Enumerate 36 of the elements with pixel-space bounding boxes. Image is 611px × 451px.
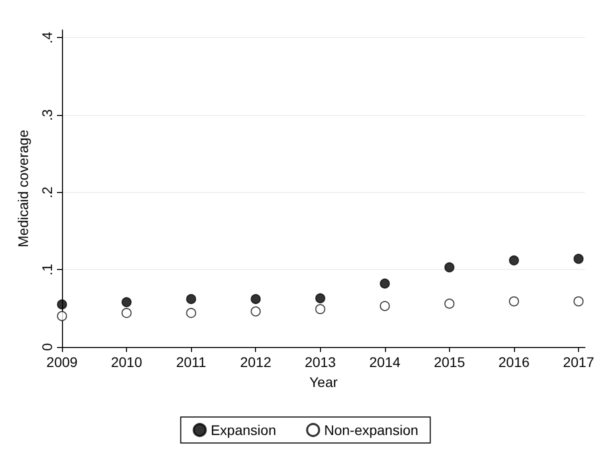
point	[574, 296, 584, 306]
point	[186, 308, 196, 318]
point	[122, 297, 132, 308]
y-tick-label: .4	[39, 32, 55, 44]
point	[380, 301, 390, 312]
point	[250, 294, 261, 304]
point	[508, 255, 519, 266]
x-tick-label: 2010	[110, 354, 142, 370]
point	[444, 262, 454, 272]
point	[508, 296, 519, 306]
legend-label: Expansion	[210, 422, 276, 438]
x-tick-label: 2013	[304, 354, 336, 370]
y-tick-label: .3	[39, 109, 55, 121]
y-tick-label: .2	[39, 186, 55, 198]
point	[57, 299, 67, 310]
point	[315, 304, 326, 314]
y-axis-title: Medicaid coverage	[15, 130, 31, 248]
point	[186, 294, 196, 304]
y-tick-label: 0	[39, 342, 55, 351]
x-tick-label: 2017	[562, 354, 594, 370]
x-tick-label: 2011	[176, 354, 206, 370]
point	[250, 306, 261, 316]
point	[122, 308, 132, 318]
y-tick-label: .1	[39, 264, 55, 276]
point	[57, 311, 67, 322]
point	[574, 254, 584, 264]
legend-label: Non-expansion	[324, 422, 418, 438]
x-tick-label: 2015	[434, 354, 466, 370]
point	[315, 293, 326, 304]
x-tick-label: 2016	[498, 354, 530, 370]
point	[380, 278, 390, 289]
x-axis-title: Year	[309, 374, 338, 390]
x-tick-label: 2014	[369, 354, 401, 370]
x-tick-label: 2009	[46, 354, 78, 370]
x-tick-label: 2012	[240, 354, 272, 370]
point	[444, 298, 454, 309]
